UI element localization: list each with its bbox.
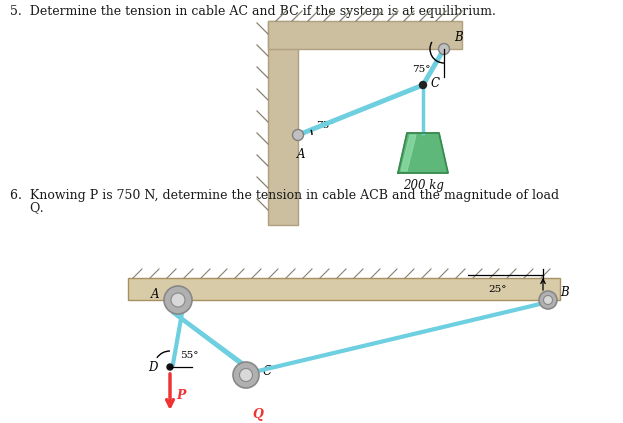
Circle shape: [239, 368, 252, 382]
Circle shape: [293, 129, 303, 140]
Polygon shape: [401, 135, 416, 171]
Text: 75°: 75°: [412, 65, 430, 74]
Text: B: B: [454, 31, 463, 44]
Circle shape: [439, 44, 450, 55]
Bar: [268, 21, 298, 225]
Circle shape: [543, 296, 553, 305]
Circle shape: [539, 291, 557, 309]
Text: A: A: [151, 288, 159, 302]
Text: C: C: [431, 77, 440, 90]
Text: D: D: [149, 360, 158, 374]
Bar: [128, 278, 560, 300]
Text: Q.: Q.: [10, 201, 44, 214]
Text: P: P: [176, 388, 186, 401]
Text: B: B: [560, 286, 569, 299]
Text: 6.  Knowing P is 750 N, determine the tension in cable ACB and the magnitude of : 6. Knowing P is 750 N, determine the ten…: [10, 189, 559, 202]
Bar: [268, 21, 462, 49]
Circle shape: [419, 82, 427, 88]
Text: A: A: [297, 148, 305, 161]
Polygon shape: [398, 133, 448, 173]
Text: 5.  Determine the tension in cable AC and BC if the system is at equilibrium.: 5. Determine the tension in cable AC and…: [10, 5, 496, 18]
Circle shape: [164, 286, 192, 314]
Text: 200 kg: 200 kg: [402, 179, 444, 192]
Circle shape: [167, 364, 173, 370]
Text: 55°: 55°: [180, 351, 199, 360]
Text: C: C: [263, 365, 272, 377]
Circle shape: [171, 293, 185, 307]
Text: 75°: 75°: [316, 121, 335, 130]
Text: 25°: 25°: [488, 285, 506, 294]
Text: Q: Q: [252, 407, 263, 420]
Circle shape: [233, 362, 259, 388]
